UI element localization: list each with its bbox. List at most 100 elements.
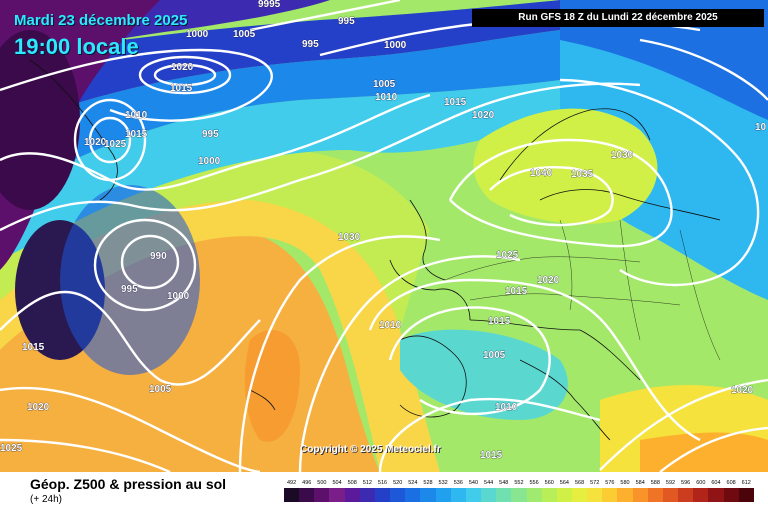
legend-tick-label: 596 [681, 480, 691, 486]
legend-tick-label: 600 [696, 480, 706, 486]
isobar-label: 10 [755, 122, 767, 133]
isobar-label: 1020 [27, 402, 50, 413]
isobar-label: 1000 [384, 40, 407, 51]
isobar-label: 1000 [167, 291, 190, 302]
isobar-label: 1030 [611, 150, 634, 161]
legend-swatch [556, 488, 572, 502]
legend-tick-label: 560 [544, 480, 554, 486]
legend-swatch [314, 488, 330, 502]
legend-tick-label: 524 [408, 480, 418, 486]
legend-swatch [284, 488, 300, 502]
legend-swatch [587, 488, 603, 502]
legend-tick-label: 604 [711, 480, 721, 486]
legend-swatch [602, 488, 618, 502]
legend-tick-label: 568 [574, 480, 585, 486]
isobar-label: 1015 [444, 97, 467, 108]
legend-tick-label: 564 [559, 480, 569, 486]
isobar-label: 1020 [731, 385, 754, 396]
legend-swatch [723, 488, 739, 502]
legend-swatch [511, 488, 527, 502]
isobar-label: 1010 [379, 320, 402, 331]
legend-swatch [435, 488, 451, 502]
legend-tick-label: 516 [377, 480, 388, 486]
legend-swatch [647, 488, 663, 502]
legend-tick-label: 548 [499, 480, 509, 486]
forecast-lead-time: (+ 24h) [30, 494, 62, 505]
legend-tick-labels: 492 496 500 504 508 512 516 520 524 528 532 536 540 5… [284, 480, 754, 486]
height-band-lightblue [0, 30, 560, 200]
isobar-label: 1010 [495, 402, 518, 413]
isobar-label: 1015 [170, 83, 193, 94]
legend-swatch [329, 488, 345, 502]
isobar-label: 1020 [472, 110, 495, 121]
legend-swatch [390, 488, 406, 502]
isobar-label: 995 [202, 129, 219, 140]
legend-swatch [405, 488, 421, 502]
legend-swatch [344, 488, 360, 502]
isobar-label: 1015 [488, 316, 511, 327]
legend-tick-label: 496 [302, 480, 312, 486]
legend-swatch [541, 488, 557, 502]
isobar-labels: 9995 995 1000 1005 995 1000 1020 1015 10… [0, 0, 767, 461]
legend-tick-label: 576 [605, 480, 615, 486]
isobar-label: 1020 [537, 275, 560, 286]
legend-tick-label: 612 [741, 480, 751, 486]
legend-tick-label: 584 [635, 480, 645, 486]
isobar-label: 990 [150, 251, 167, 262]
legend-tick-label: 592 [665, 480, 676, 486]
low-pressure-core-west [0, 30, 80, 210]
legend-swatch [450, 488, 466, 502]
isobar-label: 1010 [375, 92, 398, 103]
legend-swatch [526, 488, 542, 502]
legend-swatch [693, 488, 709, 502]
country-borders [444, 219, 721, 361]
legend-tick-label: 588 [650, 480, 660, 486]
legend-swatch [496, 488, 512, 502]
copyright-notice: Copyright © 2025 Meteociel.fr [300, 444, 441, 455]
height-band-east-cyan [560, 30, 768, 300]
legend-swatch [617, 488, 633, 502]
legend-tick-label: 580 [620, 480, 630, 486]
legend-swatch [571, 488, 588, 502]
legend-swatch [465, 488, 482, 502]
legend-swatch [738, 488, 754, 502]
model-run-label: Run GFS 18 Z du Lundi 22 décembre 2025 [472, 9, 764, 27]
legend-tick-label: 540 [468, 480, 479, 486]
isobar-label: 1010 [125, 110, 148, 121]
legend-tick-label: 532 [438, 480, 448, 486]
legend-tick-label: 492 [286, 480, 297, 486]
isobar-label: 1000 [186, 29, 209, 40]
isobar-label: 1005 [373, 79, 396, 90]
legend-swatch [662, 488, 679, 502]
isobar-label: 1015 [480, 450, 503, 461]
height-band-cyan [0, 80, 560, 260]
isobar-label: 1015 [22, 342, 45, 353]
legend-tick-label: 608 [726, 480, 736, 486]
color-scale-legend: 492 496 500 504 508 512 516 520 524 528 532 536 540 5… [284, 480, 754, 506]
forecast-map: 9995 995 1000 1005 995 1000 1020 1015 10… [0, 0, 768, 472]
forecast-date: Mardi 23 décembre 2025 [14, 12, 188, 29]
isobar-label: 1025 [0, 443, 23, 454]
legend-tick-label: 508 [347, 480, 357, 486]
map-footer: Géop. Z500 & pression au sol (+ 24h) 492… [0, 472, 768, 512]
isobar-label: 1035 [571, 169, 594, 180]
isobar-label: 995 [302, 39, 319, 50]
isobar-label: 1005 [149, 384, 172, 395]
isobar-label: 995 [338, 16, 355, 27]
isobar-label: 1005 [233, 29, 256, 40]
height-band-east-blue [560, 0, 768, 120]
coastlines [29, 59, 721, 441]
legend-swatch [420, 488, 436, 502]
legend-swatch [359, 488, 375, 502]
height-band-med [400, 329, 568, 420]
height-band-southeast-orange [640, 432, 768, 472]
legend-tick-label: 572 [590, 480, 600, 486]
legend-tick-label: 500 [317, 480, 327, 486]
forecast-local-time: 19:00 locale [14, 34, 139, 59]
isobar-label: 1015 [505, 286, 528, 297]
legend-tick-label: 528 [423, 480, 433, 486]
legend-swatch [708, 488, 724, 502]
isobar-label: 995 [121, 284, 138, 295]
isobar-label: 1025 [104, 139, 127, 150]
map-title: Géop. Z500 & pression au sol [30, 476, 227, 492]
